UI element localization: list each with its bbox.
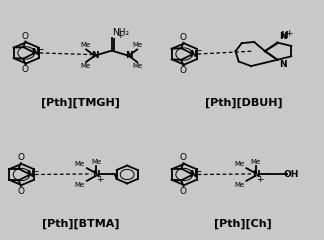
- Text: N: N: [31, 48, 39, 57]
- Text: Me: Me: [250, 159, 261, 165]
- Text: N: N: [27, 170, 34, 179]
- Text: O: O: [22, 65, 29, 74]
- Text: O: O: [17, 187, 24, 196]
- Text: −: −: [194, 46, 202, 56]
- Text: Me: Me: [91, 159, 101, 165]
- Text: Me: Me: [75, 161, 85, 167]
- Text: [Pth][Ch]: [Pth][Ch]: [214, 219, 272, 229]
- Text: +: +: [96, 175, 104, 184]
- Text: O: O: [180, 33, 187, 42]
- Text: N: N: [279, 60, 287, 69]
- Text: −: −: [36, 45, 44, 55]
- Text: [Pth][BTMA]: [Pth][BTMA]: [42, 219, 120, 229]
- Text: N: N: [125, 51, 133, 60]
- Text: O: O: [180, 187, 187, 196]
- Text: O: O: [17, 153, 24, 162]
- Text: Me: Me: [234, 182, 245, 188]
- Text: −: −: [31, 167, 40, 177]
- Text: [Pth][DBUH]: [Pth][DBUH]: [204, 98, 282, 108]
- Text: +: +: [285, 30, 293, 38]
- Text: [Pth][TMGH]: [Pth][TMGH]: [41, 98, 120, 108]
- Text: NH₂: NH₂: [112, 28, 130, 37]
- Text: H: H: [281, 30, 288, 40]
- Text: O: O: [180, 153, 187, 162]
- Text: OH: OH: [284, 170, 299, 179]
- Text: N: N: [189, 170, 197, 179]
- Text: Me: Me: [80, 63, 90, 69]
- Text: Me: Me: [133, 42, 143, 48]
- Text: N: N: [279, 32, 287, 42]
- Text: −: −: [194, 167, 202, 177]
- Text: Me: Me: [80, 42, 90, 48]
- Text: N: N: [92, 170, 100, 179]
- Text: N: N: [91, 51, 98, 60]
- Text: Me: Me: [75, 182, 85, 188]
- Text: O: O: [180, 66, 187, 75]
- Text: Me: Me: [133, 63, 143, 69]
- Text: Me: Me: [234, 161, 245, 167]
- Text: +: +: [116, 31, 123, 40]
- Text: O: O: [22, 32, 29, 41]
- Text: N: N: [252, 170, 260, 179]
- Text: N: N: [189, 49, 197, 59]
- Text: +: +: [256, 175, 263, 184]
